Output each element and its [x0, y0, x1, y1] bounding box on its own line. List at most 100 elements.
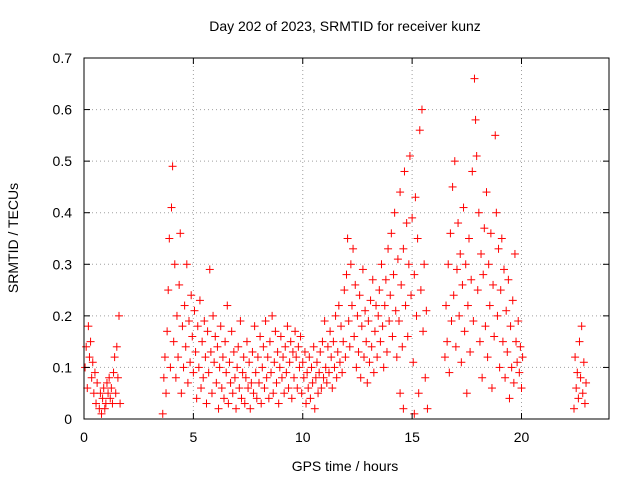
data-point: [578, 389, 587, 398]
data-point: [498, 337, 507, 346]
data-point: [462, 389, 471, 398]
data-point: [309, 342, 318, 351]
data-point: [317, 384, 326, 393]
data-point: [171, 373, 180, 382]
data-point: [220, 394, 228, 403]
data-point: [518, 353, 527, 362]
data-point: [183, 378, 192, 387]
data-point: [293, 384, 302, 393]
data-point: [205, 265, 214, 274]
data-point: [268, 311, 277, 320]
data-point: [354, 347, 363, 356]
data-point: [356, 373, 365, 382]
data-point: [276, 332, 285, 341]
x-tick-label: 5: [189, 429, 197, 445]
data-point: [116, 399, 125, 408]
data-point: [490, 332, 499, 341]
data-point: [240, 399, 249, 408]
data-point: [345, 342, 354, 351]
y-tick-label: 0.1: [53, 359, 73, 375]
data-point: [484, 260, 493, 269]
data-point: [420, 260, 429, 269]
data-point: [416, 286, 425, 295]
data-point: [112, 342, 121, 351]
data-point: [387, 229, 396, 238]
data-point: [212, 378, 221, 387]
data-point: [218, 353, 227, 362]
data-point: [263, 353, 272, 362]
data-point: [192, 394, 201, 403]
data-point: [217, 384, 226, 393]
data-point: [474, 208, 483, 217]
data-point: [507, 363, 516, 372]
data-point: [473, 286, 482, 295]
data-point: [316, 347, 325, 356]
data-point: [326, 327, 335, 336]
data-point: [104, 389, 113, 398]
data-point: [206, 347, 215, 356]
data-point: [168, 162, 177, 171]
data-point: [329, 337, 338, 346]
data-point: [225, 358, 234, 367]
data-point: [87, 373, 96, 382]
data-point: [187, 291, 196, 300]
data-point: [373, 353, 382, 362]
data-point: [320, 317, 329, 326]
data-point: [450, 157, 459, 166]
data-point: [185, 317, 193, 326]
data-point: [294, 342, 303, 351]
y-tick-label: 0.6: [53, 102, 73, 118]
data-point: [421, 373, 430, 382]
data-point: [267, 368, 276, 377]
data-point: [234, 342, 243, 351]
data-point: [319, 373, 328, 382]
data-point: [412, 311, 421, 320]
chart-title: Day 202 of 2023, SRMTID for receiver kun…: [209, 18, 481, 34]
data-point: [388, 332, 397, 341]
data-point: [403, 332, 412, 341]
data-point: [458, 280, 467, 289]
data-point: [385, 317, 394, 326]
data-point: [384, 244, 393, 253]
data-point: [270, 358, 279, 367]
data-point: [366, 296, 375, 305]
x-tick-label: 0: [80, 429, 88, 445]
data-point: [286, 337, 295, 346]
y-tick-label: 0: [64, 411, 72, 427]
data-point: [214, 404, 223, 413]
data-point: [501, 373, 510, 382]
data-point: [447, 317, 456, 326]
data-point: [174, 353, 183, 362]
data-point: [465, 234, 473, 243]
data-point: [349, 244, 358, 253]
data-point: [283, 322, 292, 331]
data-point: [506, 322, 515, 331]
data-point: [494, 244, 503, 253]
data-point: [190, 306, 199, 315]
data-point: [269, 389, 278, 398]
data-point: [470, 74, 479, 83]
data-point: [188, 332, 197, 341]
data-point: [503, 347, 512, 356]
data-point: [110, 353, 119, 362]
data-point: [308, 378, 317, 387]
data-point: [332, 373, 341, 382]
data-point: [163, 327, 172, 336]
data-point: [570, 404, 578, 413]
data-point: [389, 270, 398, 279]
data-point: [358, 265, 367, 274]
data-point: [167, 203, 176, 212]
data-point: [90, 368, 99, 377]
data-point: [102, 378, 111, 387]
data-point: [401, 301, 410, 310]
data-point: [198, 337, 207, 346]
data-point: [405, 151, 414, 160]
data-point: [579, 358, 588, 367]
data-point: [86, 337, 95, 346]
data-point: [109, 368, 118, 377]
data-point: [493, 311, 502, 320]
data-point: [381, 275, 390, 284]
data-point: [410, 270, 419, 279]
data-points: [81, 74, 591, 418]
data-point: [253, 353, 262, 362]
